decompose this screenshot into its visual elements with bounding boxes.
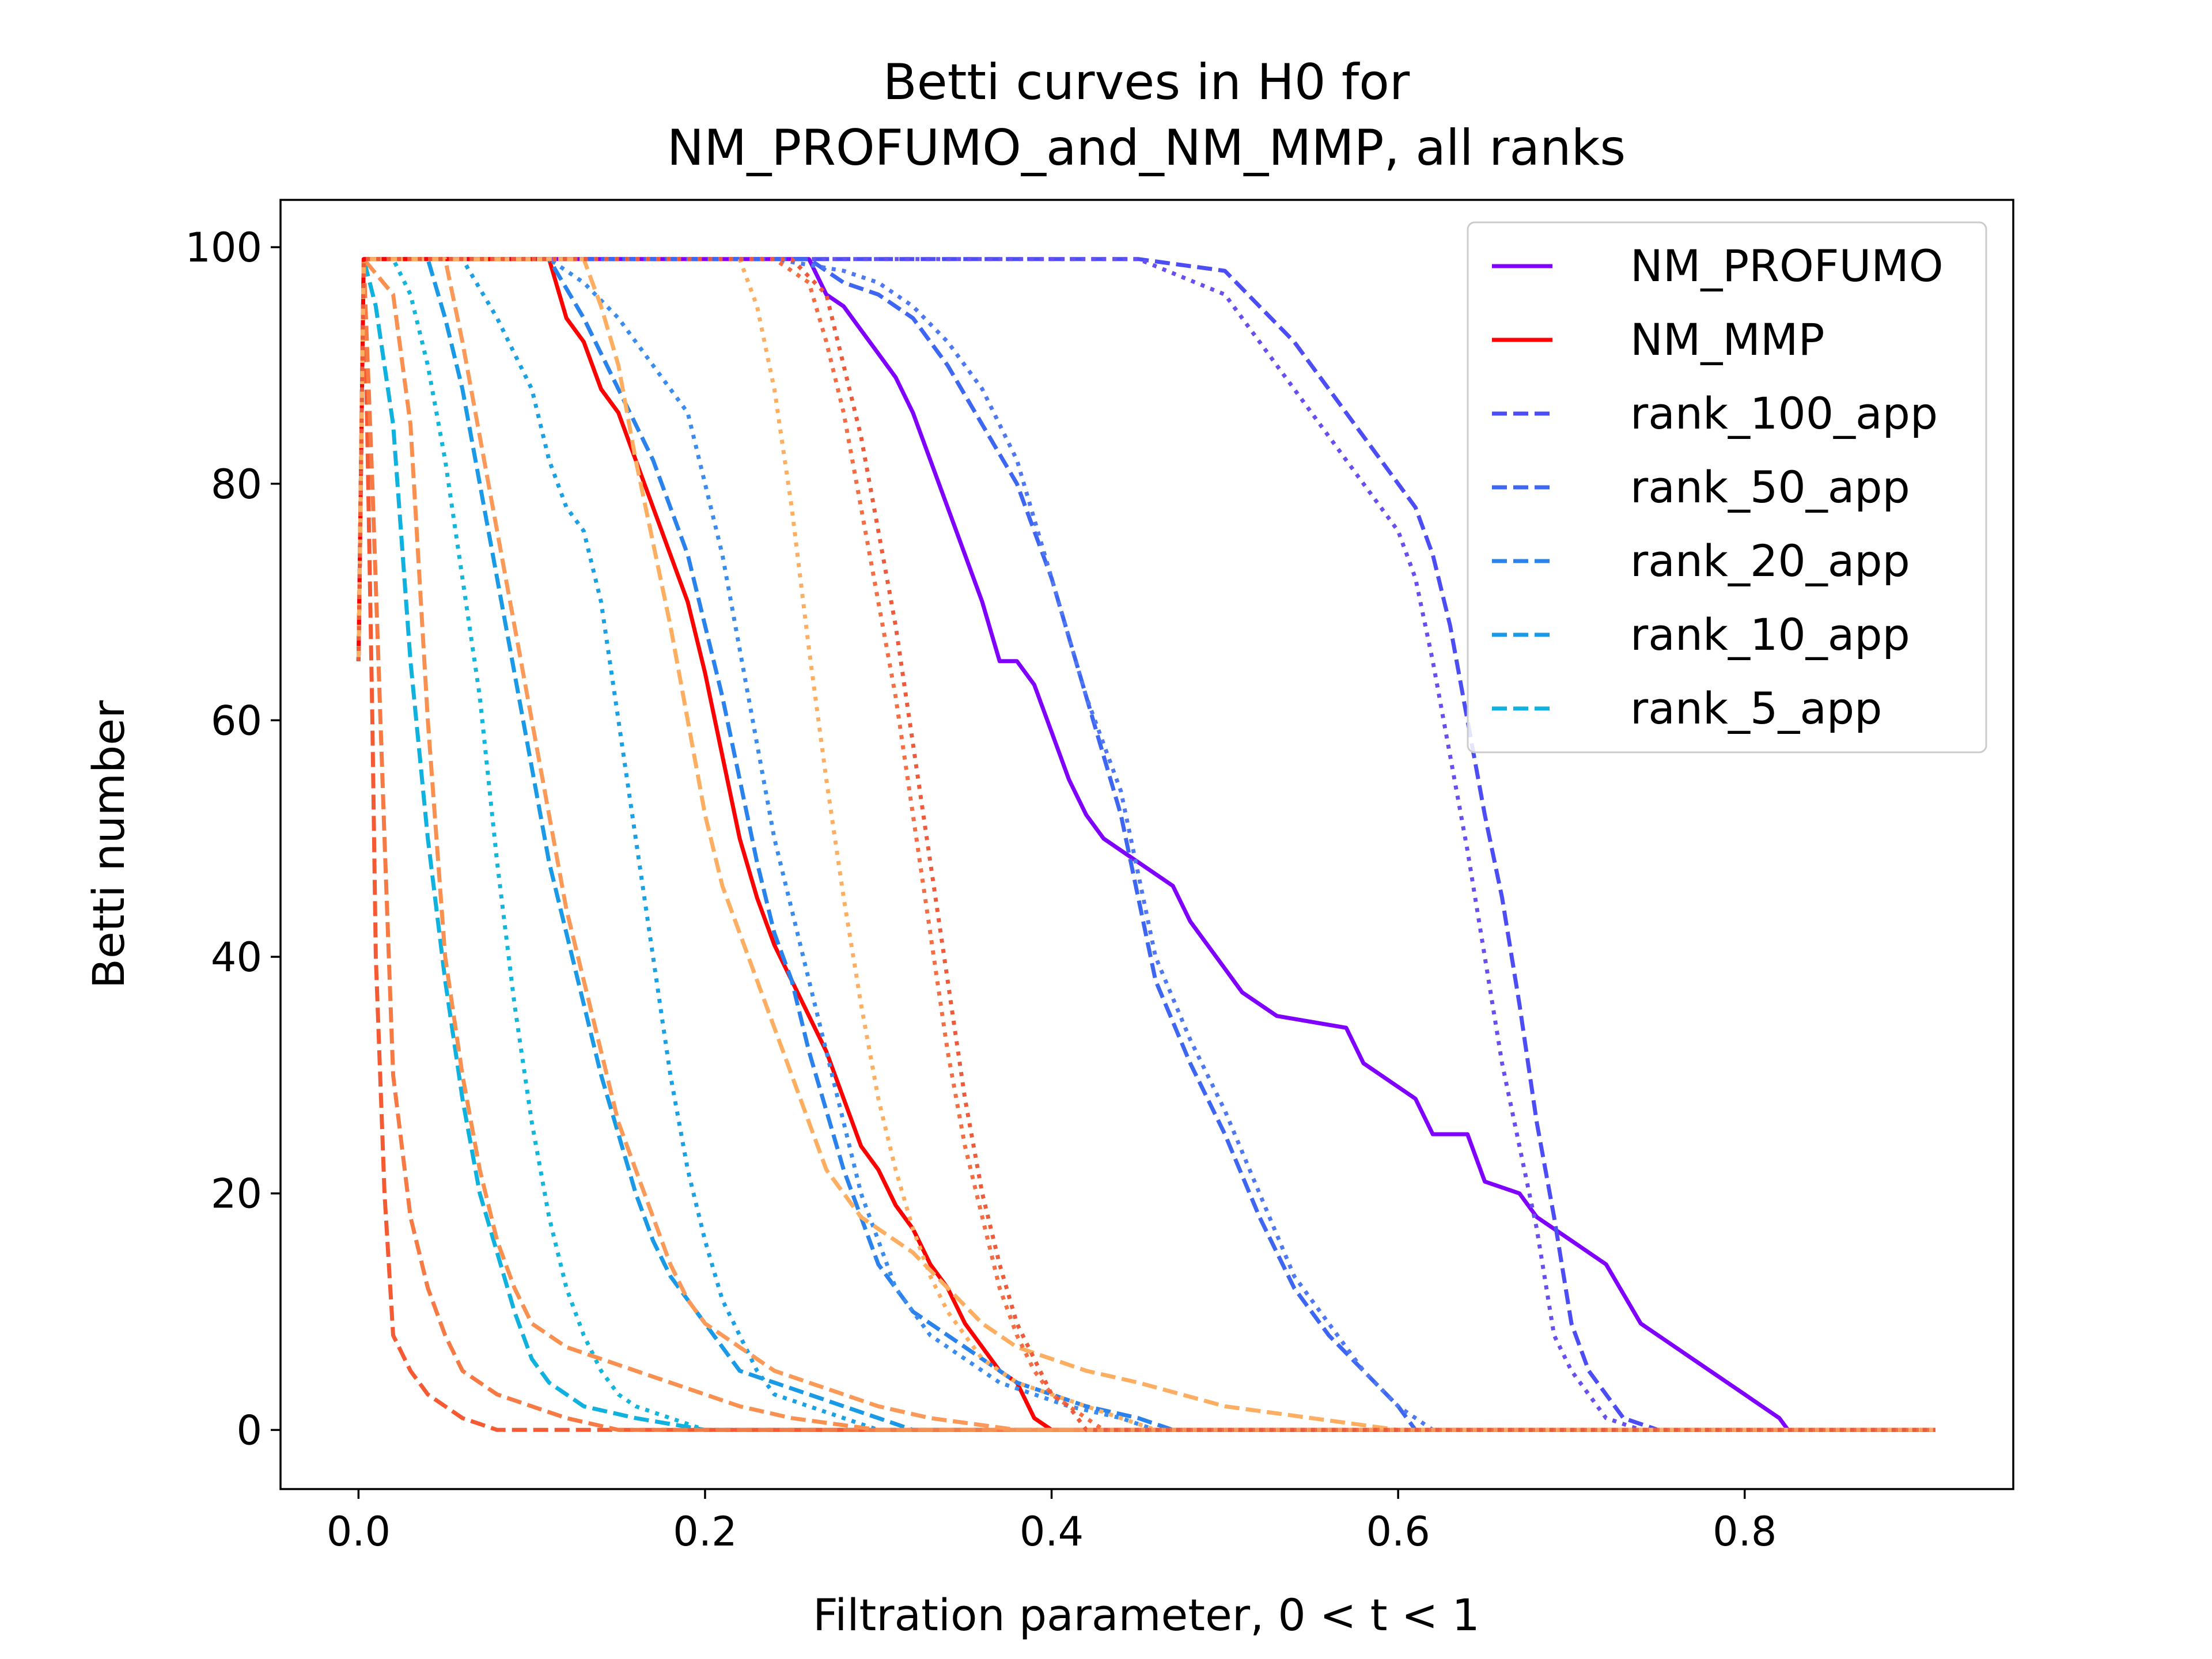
legend-box [1467,221,1987,753]
y-tick-label-5: 100 [185,224,262,271]
legend-label-6: rank_5_app [1630,683,1882,734]
x-tick-label-0: 0.0 [327,1508,391,1555]
y-axis-label: Betti number [83,700,134,988]
series-line-12 [356,257,1936,1432]
series-line-10 [356,257,1936,1432]
chart-title-line-2: NM_PROFUMO_and_NM_MMP, all ranks [667,119,1626,177]
series-line-13 [356,257,1936,1432]
series-line-5 [356,257,1936,1432]
plot-area [279,199,2014,1490]
x-axis-label: Filtration parameter, 0 < t < 1 [813,1589,1480,1641]
legend: NM_PROFUMO NM_MMP rank_100_app rank_50_appr… [1467,221,1987,753]
x-axis: 0.0 0.2 0.4 0.6 0.8 [327,1489,1777,1555]
y-tick-label-4: 80 [211,461,262,508]
legend-label-1: NM_MMP [1630,314,1824,365]
x-tick-label-1: 0.2 [673,1508,737,1555]
chart-title-line-1: Betti curves in H0 for [883,54,1410,111]
series-line-4 [356,257,1936,1432]
series-line-15 [356,257,1936,1432]
x-tick-label-3: 0.6 [1366,1508,1430,1555]
series-line-2 [356,257,1936,1432]
x-tick-label-2: 0.4 [1020,1508,1084,1555]
series-line-0 [356,257,1936,1432]
legend-label-3: rank_50_app [1630,461,1910,513]
y-axis: 0 20 40 60 80 100 [185,224,281,1454]
series-line-19 [356,257,1936,1432]
y-tick-label-1: 20 [211,1171,262,1218]
series-layer [356,257,1936,1432]
legend-label-0: NM_PROFUMO [1630,240,1944,291]
series-line-14 [356,257,1936,1432]
series-line-17 [356,257,1936,1432]
series-line-7 [356,257,1936,1432]
series-line-16 [356,257,1936,1432]
legend-label-5: rank_10_app [1630,609,1910,660]
series-line-9 [356,257,1936,1432]
legend-label-2: rank_100_app [1630,388,1938,439]
y-tick-label-3: 60 [211,697,262,744]
plot-frame [279,199,2014,1490]
series-line-8 [356,257,1936,1432]
legend-label-4: rank_20_app [1630,535,1910,586]
series-line-18 [356,257,1936,1432]
series-line-3 [356,257,1936,1432]
y-tick-label-0: 0 [236,1407,262,1454]
y-tick-label-2: 40 [211,934,262,981]
x-tick-label-4: 0.8 [1713,1508,1777,1555]
